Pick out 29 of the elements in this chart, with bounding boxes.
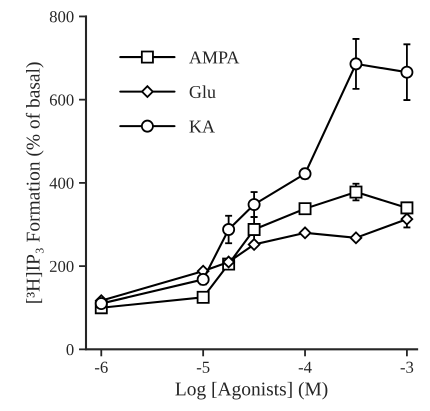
point bbox=[298, 202, 312, 216]
y-tick-label: 600 bbox=[50, 94, 74, 106]
point bbox=[248, 238, 260, 251]
point bbox=[298, 226, 312, 240]
point bbox=[196, 290, 210, 304]
y-axis-title: [³H]IP₃ Formation (% of basal) bbox=[26, 62, 44, 303]
x-tick-label: -4 bbox=[298, 362, 312, 373]
y-tick-label: 200 bbox=[50, 260, 74, 272]
y-tick-label: 0 bbox=[66, 344, 74, 356]
point bbox=[350, 186, 362, 199]
point bbox=[222, 223, 236, 236]
point bbox=[248, 223, 261, 236]
legend-label: AMPA bbox=[189, 51, 240, 64]
point bbox=[400, 201, 414, 214]
x-tick-label: -3 bbox=[400, 362, 414, 373]
legend-label: KA bbox=[189, 120, 215, 132]
x-tick-label: -5 bbox=[196, 362, 210, 373]
x-axis-title: Log [Agonists] (M) bbox=[175, 382, 328, 400]
point bbox=[350, 232, 362, 244]
point bbox=[298, 167, 312, 180]
point bbox=[248, 198, 261, 211]
point bbox=[400, 66, 414, 79]
x-tick-label: -6 bbox=[94, 362, 108, 373]
y-tick-label: 400 bbox=[50, 178, 74, 189]
point bbox=[196, 272, 210, 286]
point bbox=[350, 57, 362, 70]
point bbox=[94, 297, 108, 310]
y-tick-label: 800 bbox=[50, 11, 74, 22]
legend-label: Glu bbox=[190, 85, 216, 98]
